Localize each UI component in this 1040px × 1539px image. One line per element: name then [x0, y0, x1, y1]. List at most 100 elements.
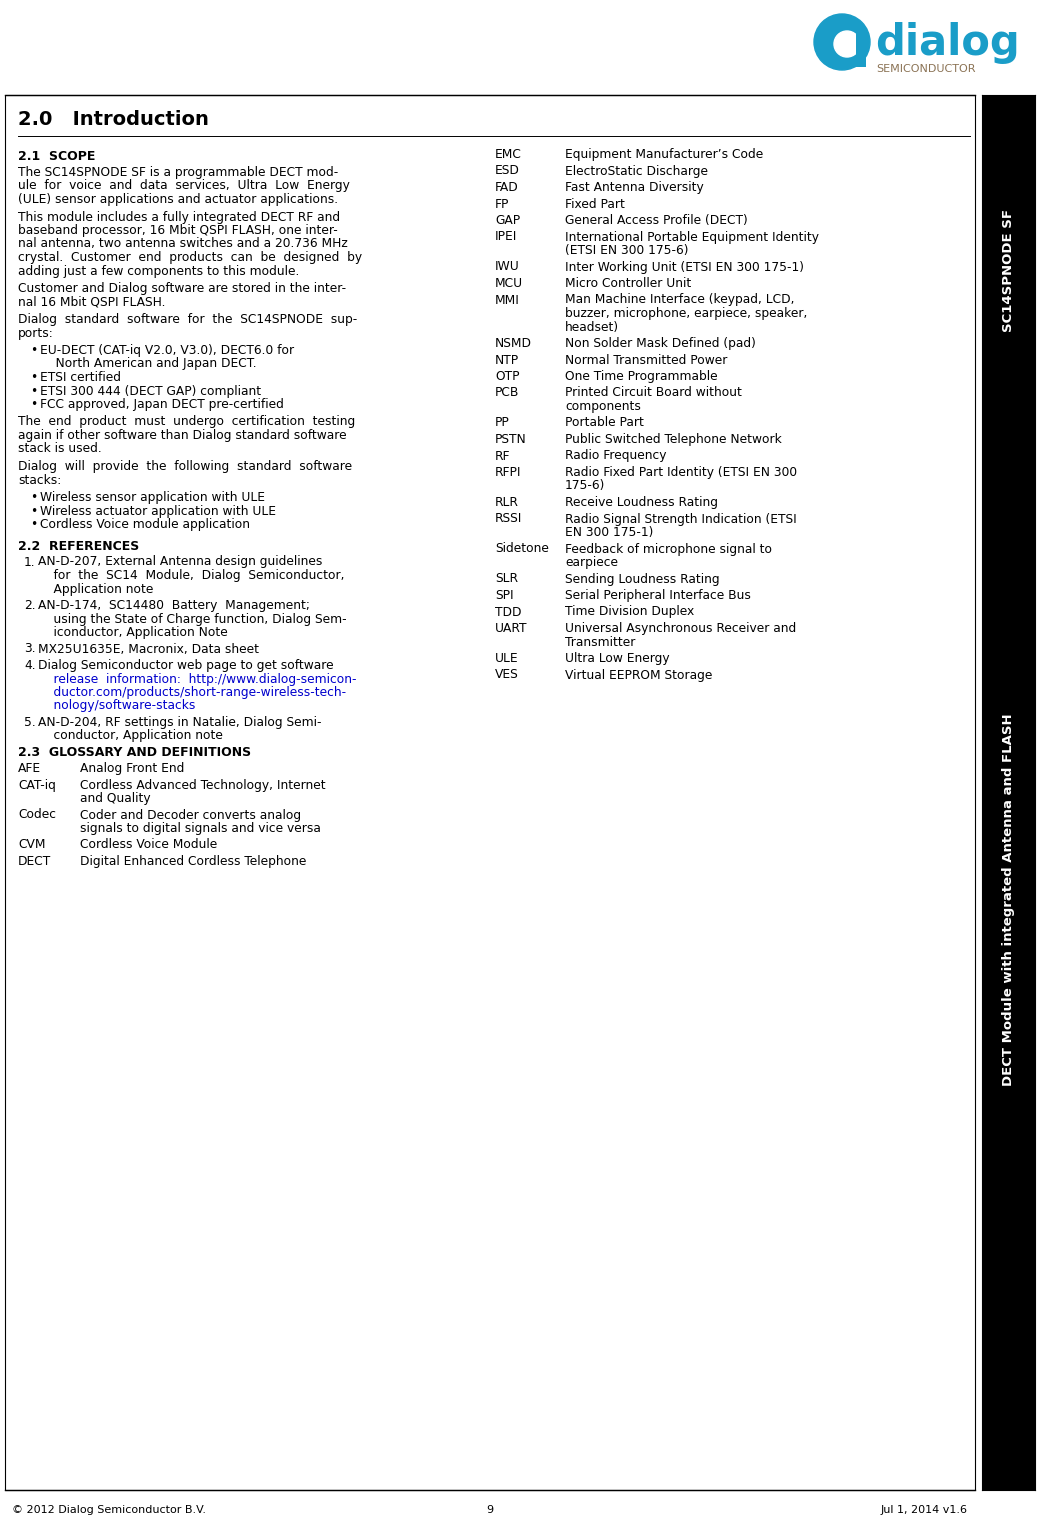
Text: stacks:: stacks:	[18, 474, 61, 486]
Text: Analog Front End: Analog Front End	[80, 762, 184, 776]
Text: stack is used.: stack is used.	[18, 443, 102, 456]
Text: The  end  product  must  undergo  certification  testing: The end product must undergo certificati…	[18, 416, 356, 428]
Text: dialog: dialog	[875, 22, 1020, 65]
Text: Serial Peripheral Interface Bus: Serial Peripheral Interface Bus	[565, 589, 751, 602]
Text: ETSI certified: ETSI certified	[40, 371, 121, 385]
Text: Coder and Decoder converts analog: Coder and Decoder converts analog	[80, 808, 302, 822]
Text: Dialog  standard  software  for  the  SC14SPNODE  sup-: Dialog standard software for the SC14SPN…	[18, 312, 358, 326]
Text: TDD: TDD	[495, 605, 521, 619]
Text: ESD: ESD	[495, 165, 520, 177]
Text: •: •	[30, 385, 37, 397]
Text: ETSI 300 444 (DECT GAP) compliant: ETSI 300 444 (DECT GAP) compliant	[40, 385, 261, 397]
Text: conductor, Application note: conductor, Application note	[38, 729, 223, 742]
Text: This module includes a fully integrated DECT RF and: This module includes a fully integrated …	[18, 211, 340, 223]
Text: OTP: OTP	[495, 369, 520, 383]
Text: Wireless actuator application with ULE: Wireless actuator application with ULE	[40, 505, 276, 517]
Text: IWU: IWU	[495, 260, 520, 274]
Text: Dialog Semiconductor web page to get software: Dialog Semiconductor web page to get sof…	[38, 659, 334, 673]
Text: Public Switched Telephone Network: Public Switched Telephone Network	[565, 432, 782, 446]
Text: Universal Asynchronous Receiver and: Universal Asynchronous Receiver and	[565, 622, 797, 636]
Text: ElectroStatic Discharge: ElectroStatic Discharge	[565, 165, 708, 177]
Text: crystal.  Customer  end  products  can  be  designed  by: crystal. Customer end products can be de…	[18, 251, 362, 265]
Text: MCU: MCU	[495, 277, 523, 289]
Text: 2.2  REFERENCES: 2.2 REFERENCES	[18, 540, 139, 553]
Text: Feedback of microphone signal to: Feedback of microphone signal to	[565, 543, 772, 556]
Text: •: •	[30, 491, 37, 503]
Text: ule  for  voice  and  data  services,  Ultra  Low  Energy: ule for voice and data services, Ultra L…	[18, 180, 349, 192]
Text: baseband processor, 16 Mbit QSPI FLASH, one inter-: baseband processor, 16 Mbit QSPI FLASH, …	[18, 225, 338, 237]
Text: FP: FP	[495, 197, 510, 211]
Text: Ultra Low Energy: Ultra Low Energy	[565, 653, 670, 665]
Text: (ULE) sensor applications and actuator applications.: (ULE) sensor applications and actuator a…	[18, 192, 338, 206]
Text: nology/software-stacks: nology/software-stacks	[38, 700, 196, 713]
Text: Radio Fixed Part Identity (ETSI EN 300: Radio Fixed Part Identity (ETSI EN 300	[565, 466, 797, 479]
Text: MX25U1635E, Macronix, Data sheet: MX25U1635E, Macronix, Data sheet	[38, 642, 259, 656]
Text: RF: RF	[495, 449, 511, 463]
Text: RSSI: RSSI	[495, 512, 522, 525]
Text: Radio Signal Strength Indication (ETSI: Radio Signal Strength Indication (ETSI	[565, 512, 797, 525]
Text: CVM: CVM	[18, 839, 46, 851]
Text: Receive Loudness Rating: Receive Loudness Rating	[565, 496, 718, 509]
Text: 4.: 4.	[24, 659, 35, 673]
Text: Jul 1, 2014 v1.6: Jul 1, 2014 v1.6	[881, 1505, 968, 1514]
Text: North American and Japan DECT.: North American and Japan DECT.	[40, 357, 257, 371]
Text: PCB: PCB	[495, 386, 519, 400]
Text: •: •	[30, 371, 37, 385]
Text: Cordless Advanced Technology, Internet: Cordless Advanced Technology, Internet	[80, 779, 326, 791]
Text: Customer and Dialog software are stored in the inter-: Customer and Dialog software are stored …	[18, 282, 346, 295]
Text: International Portable Equipment Identity: International Portable Equipment Identit…	[565, 231, 820, 243]
Text: © 2012 Dialog Semiconductor B.V.: © 2012 Dialog Semiconductor B.V.	[12, 1505, 206, 1514]
Text: Application note: Application note	[38, 582, 153, 596]
Text: IPEI: IPEI	[495, 231, 517, 243]
Text: 2.3  GLOSSARY AND DEFINITIONS: 2.3 GLOSSARY AND DEFINITIONS	[18, 746, 251, 759]
Text: 175-6): 175-6)	[565, 480, 605, 492]
Text: Sidetone: Sidetone	[495, 543, 549, 556]
Text: The SC14SPNODE SF is a programmable DECT mod-: The SC14SPNODE SF is a programmable DECT…	[18, 166, 338, 179]
Text: 2.1  SCOPE: 2.1 SCOPE	[18, 149, 96, 163]
Text: General Access Profile (DECT): General Access Profile (DECT)	[565, 214, 748, 226]
Text: SC14SPNODE SF: SC14SPNODE SF	[1002, 208, 1015, 331]
Text: nal antenna, two antenna switches and a 20.736 MHz: nal antenna, two antenna switches and a …	[18, 237, 347, 251]
Text: •: •	[30, 345, 37, 357]
Text: Transmitter: Transmitter	[565, 636, 635, 648]
Text: Cordless Voice module application: Cordless Voice module application	[40, 519, 250, 531]
Text: 5.: 5.	[24, 716, 35, 729]
Text: RFPI: RFPI	[495, 466, 521, 479]
Text: PP: PP	[495, 417, 510, 429]
Text: Virtual EEPROM Storage: Virtual EEPROM Storage	[565, 668, 712, 682]
Text: Radio Frequency: Radio Frequency	[565, 449, 667, 463]
Text: EN 300 175-1): EN 300 175-1)	[565, 526, 653, 539]
Text: ULE: ULE	[495, 653, 519, 665]
Text: NTP: NTP	[495, 354, 519, 366]
Text: AN-D-207, External Antenna design guidelines: AN-D-207, External Antenna design guidel…	[38, 556, 322, 568]
Text: adding just a few components to this module.: adding just a few components to this mod…	[18, 265, 300, 277]
Text: Equipment Manufacturer’s Code: Equipment Manufacturer’s Code	[565, 148, 763, 162]
Text: 3.: 3.	[24, 642, 35, 656]
Bar	[856, 28, 866, 68]
Text: Printed Circuit Board without: Printed Circuit Board without	[565, 386, 742, 400]
Text: Inter Working Unit (ETSI EN 300 175-1): Inter Working Unit (ETSI EN 300 175-1)	[565, 260, 804, 274]
Text: EU-DECT (CAT-iq V2.0, V3.0), DECT6.0 for: EU-DECT (CAT-iq V2.0, V3.0), DECT6.0 for	[40, 345, 294, 357]
Text: •: •	[30, 505, 37, 517]
Text: 9: 9	[487, 1505, 494, 1514]
Text: Sending Loudness Rating: Sending Loudness Rating	[565, 573, 720, 585]
Circle shape	[834, 31, 860, 57]
Text: Time Division Duplex: Time Division Duplex	[565, 605, 695, 619]
Text: VES: VES	[495, 668, 519, 682]
Bar	[982, 95, 1035, 1490]
Text: headset): headset)	[565, 320, 619, 334]
Text: SPI: SPI	[495, 589, 514, 602]
Text: RLR: RLR	[495, 496, 519, 509]
Text: AFE: AFE	[18, 762, 42, 776]
Text: FCC approved, Japan DECT pre-certified: FCC approved, Japan DECT pre-certified	[40, 399, 284, 411]
Text: Non Solder Mask Defined (pad): Non Solder Mask Defined (pad)	[565, 337, 756, 349]
Text: 2.: 2.	[24, 599, 35, 613]
Text: Micro Controller Unit: Micro Controller Unit	[565, 277, 692, 289]
Text: CAT-iq: CAT-iq	[18, 779, 56, 791]
Text: Cordless Voice Module: Cordless Voice Module	[80, 839, 217, 851]
Text: EMC: EMC	[495, 148, 522, 162]
Text: (ETSI EN 300 175-6): (ETSI EN 300 175-6)	[565, 245, 688, 257]
Text: 1.: 1.	[24, 556, 35, 568]
Text: iconductor, Application Note: iconductor, Application Note	[38, 626, 228, 639]
Text: Normal Transmitted Power: Normal Transmitted Power	[565, 354, 727, 366]
